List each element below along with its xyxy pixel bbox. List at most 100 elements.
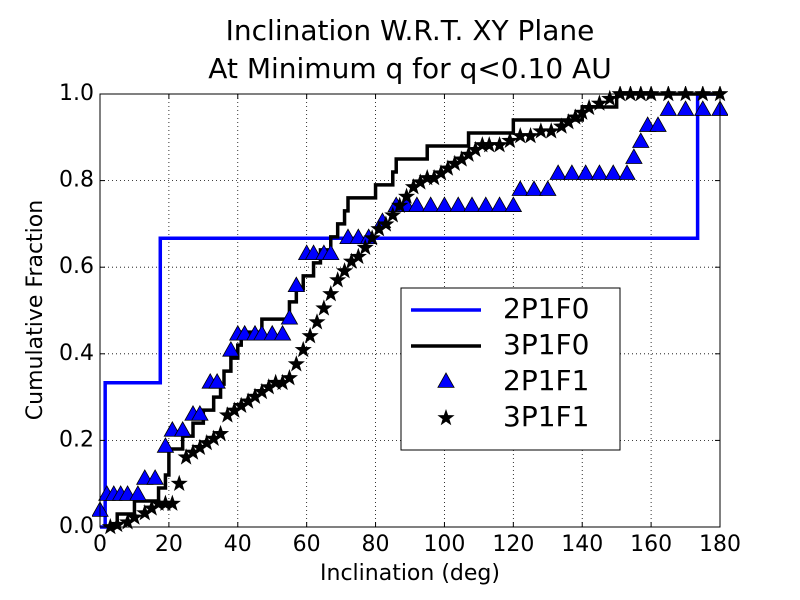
- y-axis-label: Cumulative Fraction: [23, 200, 48, 420]
- x-tick-label: 120: [492, 532, 534, 557]
- star-marker: [184, 443, 202, 460]
- y-tick-label: 0.0: [59, 514, 94, 539]
- triangle-marker: [173, 421, 192, 437]
- x-tick-label: 60: [293, 532, 321, 557]
- star-marker: [580, 98, 598, 116]
- star-marker: [342, 252, 360, 269]
- y-tick-label: 0.8: [59, 168, 94, 193]
- triangle-marker: [511, 180, 530, 196]
- star-marker: [239, 392, 257, 409]
- star-marker: [170, 474, 188, 491]
- chart-title: Inclination W.R.T. XY Plane: [226, 14, 595, 47]
- star-marker: [532, 122, 550, 139]
- star-marker: [356, 238, 374, 255]
- star-marker: [590, 94, 608, 111]
- star-marker: [418, 169, 436, 186]
- triangle-marker: [435, 196, 454, 212]
- star-marker: [322, 285, 340, 302]
- x-tick-label: 0: [93, 532, 107, 557]
- triangle-marker: [321, 244, 340, 261]
- y-tick-label: 0.4: [59, 341, 94, 366]
- triangle-marker: [631, 132, 650, 148]
- triangle-marker: [463, 196, 481, 212]
- triangle-marker: [525, 180, 543, 196]
- step-line: [100, 92, 720, 529]
- star-marker: [108, 515, 126, 533]
- star-marker: [198, 434, 216, 451]
- star-marker: [301, 327, 319, 344]
- star-marker: [218, 406, 236, 423]
- star-marker: [398, 187, 416, 204]
- star-marker: [119, 513, 137, 530]
- x-tick-label: 80: [362, 532, 390, 557]
- triangle-marker: [156, 437, 175, 453]
- star-marker: [363, 229, 381, 246]
- star-marker: [377, 215, 395, 232]
- plot-area: [92, 86, 728, 535]
- triangle-marker: [576, 164, 595, 180]
- star-marker: [453, 150, 471, 167]
- triangle-marker: [191, 405, 209, 421]
- star-marker: [156, 494, 174, 511]
- triangle-marker: [538, 180, 557, 196]
- star-marker: [274, 373, 292, 391]
- star-marker: [177, 448, 195, 465]
- legend-marker: [437, 372, 455, 388]
- x-tick-label: 40: [224, 532, 252, 557]
- star-marker: [553, 117, 571, 134]
- legend-marker: [437, 409, 455, 426]
- triangle-marker: [676, 100, 695, 116]
- y-tick-label: 0.6: [59, 254, 94, 279]
- x-axis-label: Inclination (deg): [320, 561, 500, 586]
- legend-label: 2P1F0: [503, 292, 589, 325]
- x-tick-label: 180: [699, 532, 741, 557]
- legend-label: 3P1F0: [503, 328, 589, 361]
- star-marker: [260, 378, 278, 395]
- triangle-marker: [618, 164, 636, 180]
- star-marker: [143, 499, 161, 516]
- triangle-marker: [604, 164, 623, 180]
- star-marker: [542, 122, 560, 139]
- star-marker: [473, 136, 491, 153]
- triangle-marker: [693, 100, 712, 116]
- star-marker: [522, 127, 540, 144]
- triangle-marker: [590, 164, 609, 180]
- triangle-marker: [146, 469, 164, 485]
- triangle-marker: [649, 116, 667, 132]
- x-tick-label: 160: [630, 532, 672, 557]
- star-marker: [566, 108, 584, 125]
- star-marker: [432, 164, 450, 181]
- star-marker: [511, 127, 529, 144]
- star-marker: [559, 113, 577, 130]
- legend-label: 2P1F1: [503, 364, 589, 397]
- triangle-marker: [273, 324, 292, 341]
- legend-box: [400, 287, 621, 451]
- chart-subtitle: At Minimum q for q<0.10 AU: [208, 52, 611, 85]
- triangle-marker: [563, 164, 581, 180]
- star-marker: [280, 369, 298, 386]
- star-marker: [411, 173, 429, 190]
- triangle-marker: [490, 196, 509, 212]
- star-marker: [439, 159, 457, 176]
- star-marker: [501, 131, 519, 149]
- triangle-marker: [208, 372, 226, 389]
- star-marker: [329, 271, 347, 288]
- star-marker: [294, 340, 312, 358]
- star-marker: [225, 401, 243, 418]
- triangle-marker: [476, 196, 495, 212]
- step-line: [110, 92, 720, 529]
- star-marker: [191, 438, 209, 456]
- legend-label: 3P1F1: [503, 400, 589, 433]
- star-marker: [573, 103, 591, 120]
- star-marker: [101, 518, 119, 535]
- star-marker: [246, 387, 264, 404]
- star-marker: [391, 196, 409, 213]
- y-tick-label: 0.2: [59, 427, 94, 452]
- triangle-marker: [129, 485, 147, 501]
- x-tick-label: 140: [561, 532, 603, 557]
- triangle-marker: [504, 196, 523, 212]
- star-marker: [253, 382, 271, 400]
- triangle-marker: [625, 148, 643, 164]
